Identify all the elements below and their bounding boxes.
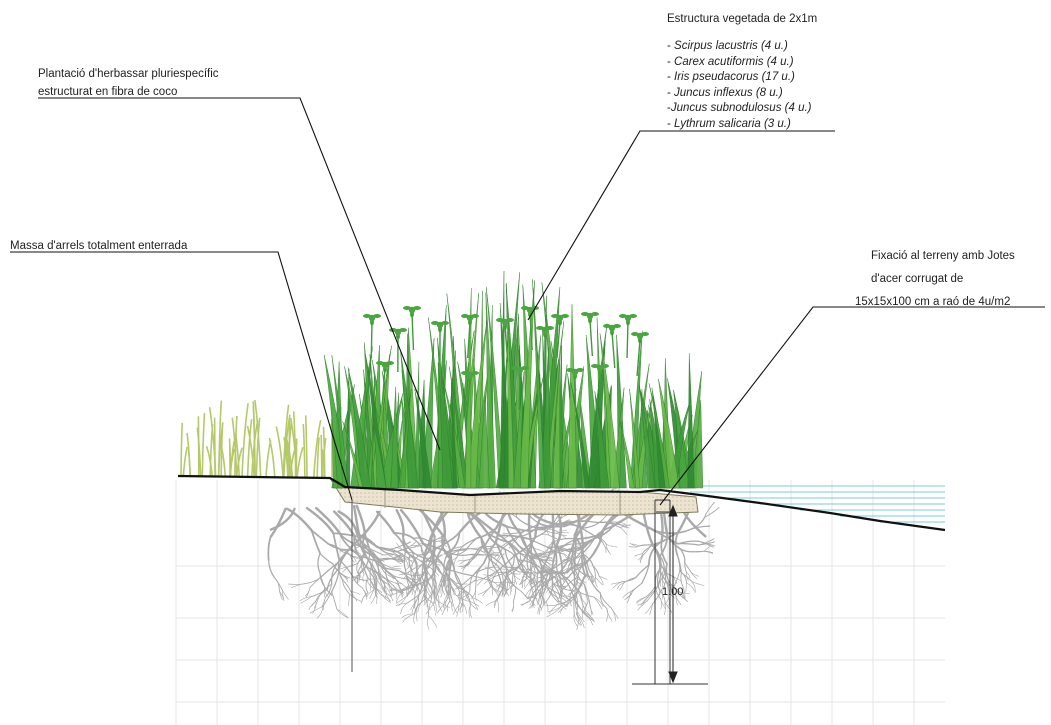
leader-line-estructura: [527, 130, 835, 321]
species-item: - Juncus inflexus (8 u.): [667, 86, 783, 100]
species-name: Scirpus lacustris: [674, 40, 758, 52]
species-name: Lythrum salicaria: [674, 117, 761, 130]
species-prefix: -: [667, 86, 675, 99]
species-prefix: -: [667, 55, 675, 68]
steel-j-stake: [632, 499, 708, 685]
leader-lines: [10, 97, 1045, 506]
species-qty: (17 u.): [758, 71, 795, 83]
construction-grid: [175, 480, 945, 725]
label-plantacio-line1: Plantació d'herbassar pluriespecífic: [38, 68, 219, 80]
dimension-label: 1.00: [662, 586, 684, 598]
species-prefix: -: [667, 71, 675, 83]
leader-line-plantacio: [38, 97, 441, 451]
background-grass: [180, 399, 342, 478]
label-fixacio-line2: d'acer corrugat de: [871, 273, 964, 285]
species-qty: (8 u.): [752, 86, 783, 99]
leader-line-fixacio: [659, 306, 1045, 506]
label-fixacio-line1: Fixació al terreny amb Jotes: [871, 250, 1015, 262]
label-massa-arrels: Massa d'arrels totalment enterrada: [10, 240, 188, 252]
species-item: - Scirpus lacustris (4 u.): [667, 39, 788, 53]
species-name: Juncus subnodulosus: [670, 102, 782, 114]
species-item: -Juncus subnodulosus (4 u.): [667, 101, 812, 115]
label-plantacio-line2: estructurat en fibra de coco: [38, 86, 178, 98]
label-fixacio-line3: 15x15x100 cm a raó de 4u/m2: [855, 296, 1011, 308]
species-item: - Iris pseudacorus (17 u.): [667, 70, 795, 84]
species-qty: (4 u.): [757, 40, 788, 52]
ground-profile-line: [177, 474, 946, 532]
species-qty: (4 u.): [781, 102, 812, 114]
label-estructura-title: Estructura vegetada de 2x1m: [667, 13, 818, 25]
species-qty: (4 u.): [763, 55, 794, 68]
species-prefix: -: [667, 102, 671, 114]
dimension-arrow: [668, 504, 678, 684]
species-prefix: -: [667, 117, 675, 130]
water-body: [660, 485, 945, 523]
reed-vegetation: [323, 271, 704, 489]
leader-line-massa: [10, 251, 353, 501]
species-name: Juncus inflexus: [674, 86, 753, 99]
iris-flowers: [363, 306, 649, 416]
species-name: Carex acutiformis: [674, 55, 764, 68]
species-item: - Lythrum salicaria (3 u.): [667, 117, 791, 131]
species-name: Iris pseudacorus: [674, 71, 759, 83]
species-item: - Carex acutiformis (4 u.): [667, 55, 794, 69]
species-prefix: -: [667, 40, 675, 52]
species-qty: (3 u.): [760, 117, 791, 130]
